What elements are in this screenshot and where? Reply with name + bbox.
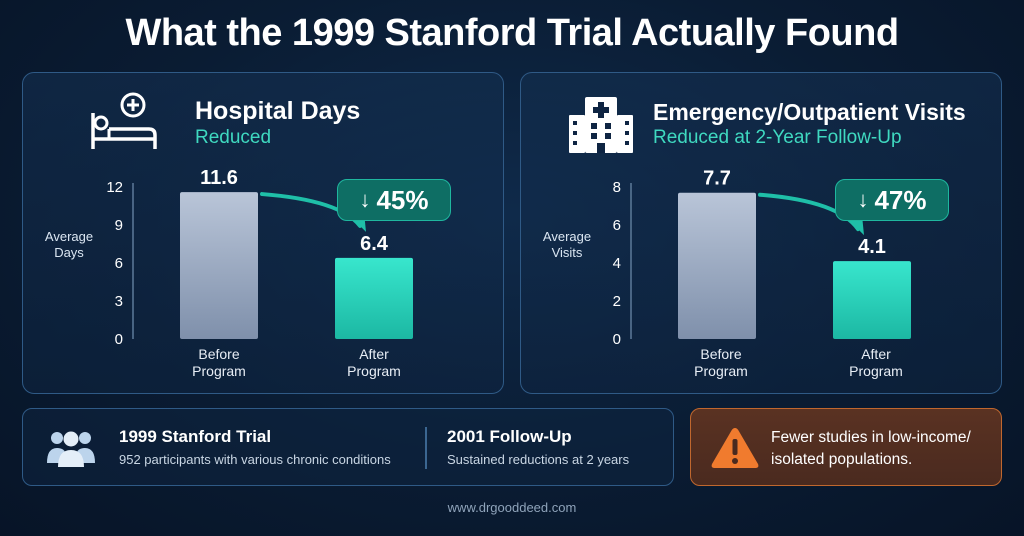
warning-triangle-icon xyxy=(711,428,759,468)
people-group-icon xyxy=(47,431,95,467)
y-axis-label: Average Visits xyxy=(542,229,592,260)
study-facts-box: 1999 Stanford Trial 952 participants wit… xyxy=(22,408,674,486)
category-label-before: Before Program xyxy=(192,346,246,379)
down-arrow-icon: ↓ xyxy=(857,187,869,212)
warning-text: Fewer studies in low-income/isolated pop… xyxy=(771,429,971,468)
y-tick-label: 8 xyxy=(613,179,621,196)
bar-after xyxy=(833,261,911,339)
bar-after xyxy=(335,257,413,339)
y-tick-label: 12 xyxy=(106,179,123,196)
page-title: What the 1999 Stanford Trial Actually Fo… xyxy=(125,12,899,54)
bar-before xyxy=(678,192,756,339)
y-tick-label: 2 xyxy=(613,293,621,310)
bar-before xyxy=(180,192,258,339)
fact-subtitle: Sustained reductions at 2 years xyxy=(447,452,630,467)
y-tick-label: 0 xyxy=(115,331,123,348)
fact-title: 1999 Stanford Trial xyxy=(119,427,272,446)
down-arrow-icon: ↓ xyxy=(359,187,371,212)
panel-title: Emergency/Outpatient Visits xyxy=(653,99,966,125)
y-tick-label: 3 xyxy=(115,293,123,310)
bar-value-label: 6.4 xyxy=(360,233,389,255)
panel-title: Hospital Days xyxy=(195,97,361,125)
fact-title: 2001 Follow-Up xyxy=(447,427,572,446)
bar-value-label: 4.1 xyxy=(858,236,886,258)
panel-subtitle: Reduced at 2-Year Follow-Up xyxy=(653,127,902,148)
y-tick-label: 6 xyxy=(613,217,621,234)
panel-subtitle: Reduced xyxy=(195,127,272,148)
category-label-after: After Program xyxy=(849,346,903,379)
bar-value-label: 11.6 xyxy=(200,167,238,189)
footer-url: www.drgooddeed.com xyxy=(447,500,577,515)
hospital-building-icon xyxy=(569,97,633,153)
bar-value-label: 7.7 xyxy=(703,168,731,190)
fact-subtitle: 952 participants with various chronic co… xyxy=(119,452,391,467)
hospital-days-panel: Hospital Days Reduced Average Days 0 3 6 9 12… xyxy=(22,72,504,394)
category-label-before: Before Program xyxy=(694,346,748,379)
y-tick-label: 0 xyxy=(613,331,621,348)
emergency-visits-panel: Emergency/Outpatient Visits Reduced at 2… xyxy=(520,72,1002,394)
divider xyxy=(425,427,427,469)
reduction-badge: ↓ 45% xyxy=(337,179,451,221)
emergency-visits-chart: 0 2 4 6 8 7.7 4.1 xyxy=(613,168,911,348)
y-tick-label: 4 xyxy=(613,255,621,272)
y-tick-label: 9 xyxy=(115,217,123,234)
category-label-after: After Program xyxy=(347,346,401,379)
reduction-badge: ↓ 47% xyxy=(835,179,949,221)
hospital-bed-icon xyxy=(91,92,157,149)
warning-box: Fewer studies in low-income/isolated pop… xyxy=(690,408,1002,486)
y-axis-label: Average Days xyxy=(44,229,94,260)
hospital-days-chart: 0 3 6 9 12 11.6 6.4 xyxy=(106,167,413,348)
y-tick-label: 6 xyxy=(115,255,123,272)
